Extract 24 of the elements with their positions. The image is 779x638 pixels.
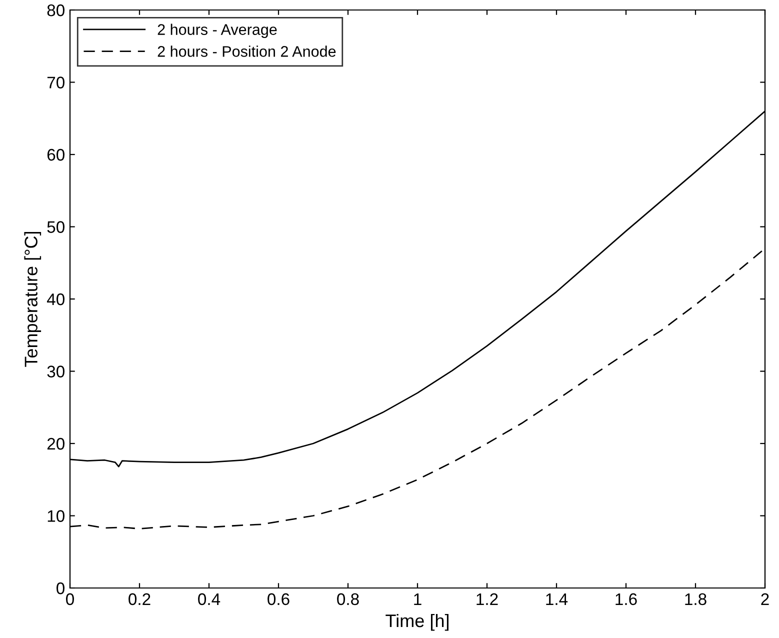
x-tick-label: 1.6 xyxy=(616,593,637,606)
legend-label: 2 hours - Average xyxy=(158,24,277,38)
x-tick-label: 1.4 xyxy=(546,593,568,605)
x-tick-label: 2 xyxy=(761,593,769,605)
legend-label: 2 hours - Position 2 Anode xyxy=(158,46,336,57)
x-tick-label: 0.4 xyxy=(198,593,220,606)
x-tick-label: 1.8 xyxy=(685,593,706,606)
x-tick-label: 0.6 xyxy=(268,593,290,606)
x-tick-label: 0.8 xyxy=(337,593,359,606)
x-tick-label: 1 xyxy=(414,593,422,605)
y-axis-title: Temperature [°C] xyxy=(24,232,42,367)
x-axis-title: Time [h] xyxy=(386,614,448,631)
y-tick-label: 70 xyxy=(47,76,64,88)
y-tick-label: 10 xyxy=(48,510,64,522)
x-tick-label: 1.2 xyxy=(476,593,498,605)
x-tick-label: 0.2 xyxy=(128,593,150,606)
y-tick-label: 30 xyxy=(47,366,64,378)
x-tick-label: 0 xyxy=(66,593,74,606)
y-tick-label: 60 xyxy=(47,148,64,161)
y-tick-label: 20 xyxy=(47,438,64,450)
y-tick-label: 40 xyxy=(46,293,64,306)
y-tick-label: 0 xyxy=(56,582,64,594)
y-tick-label: 50 xyxy=(47,221,64,233)
y-tick-label: 80 xyxy=(47,4,64,16)
